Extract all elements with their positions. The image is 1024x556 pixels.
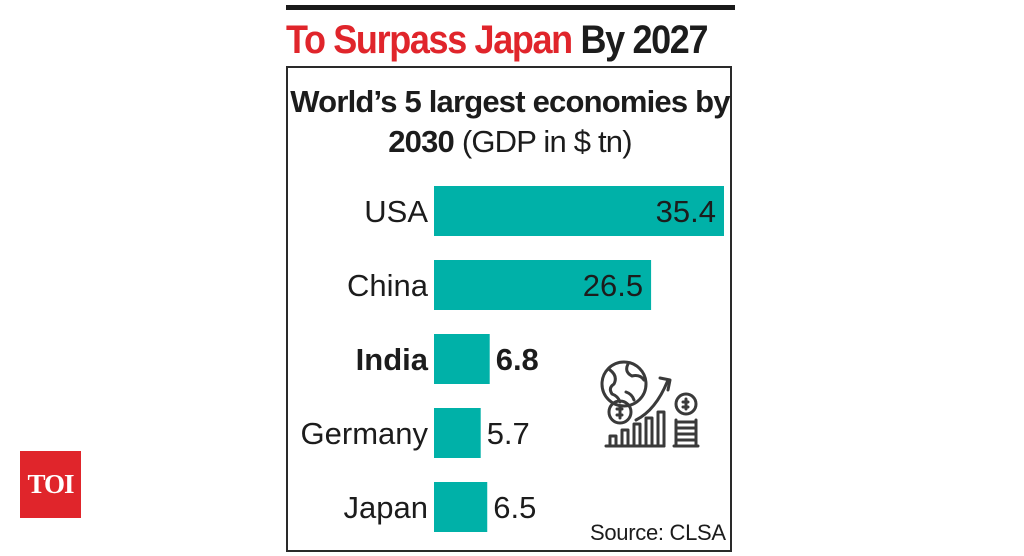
headline-red-part: To Surpass Japan <box>286 18 573 62</box>
value-label-japan: 6.5 <box>493 490 536 525</box>
category-label-china: China <box>347 268 429 303</box>
chart-title-unit: (GDP in $ tn) <box>461 124 633 159</box>
category-label-germany: Germany <box>301 416 429 451</box>
bar-germany <box>434 408 481 458</box>
source-note: Source: CLSA <box>590 520 726 545</box>
category-label-japan: Japan <box>344 490 428 525</box>
value-label-india: 6.8 <box>496 342 539 377</box>
value-label-usa: 35.4 <box>656 194 716 229</box>
category-label-usa: USA <box>364 194 428 229</box>
value-label-china: 26.5 <box>583 268 643 303</box>
bar-china <box>434 260 652 310</box>
chart-title-main: World’s 5 largest economies by 2030 <box>290 84 730 159</box>
globe-growth-chart-icon <box>600 360 700 448</box>
top-rule <box>286 5 735 10</box>
toi-logo: TOI <box>20 451 81 518</box>
chart-panel <box>286 66 732 552</box>
chart-title: World’s 5 largest economies by 2030 (GDP… <box>290 82 730 162</box>
headline: To Surpass Japan By 2027 <box>286 14 709 66</box>
value-label-germany: 5.7 <box>487 416 530 451</box>
bar-japan <box>434 482 488 532</box>
bar-usa <box>434 186 724 236</box>
headline-dark-part: By 2027 <box>580 18 708 62</box>
bar-india <box>434 334 490 384</box>
category-label-india: India <box>356 342 429 377</box>
